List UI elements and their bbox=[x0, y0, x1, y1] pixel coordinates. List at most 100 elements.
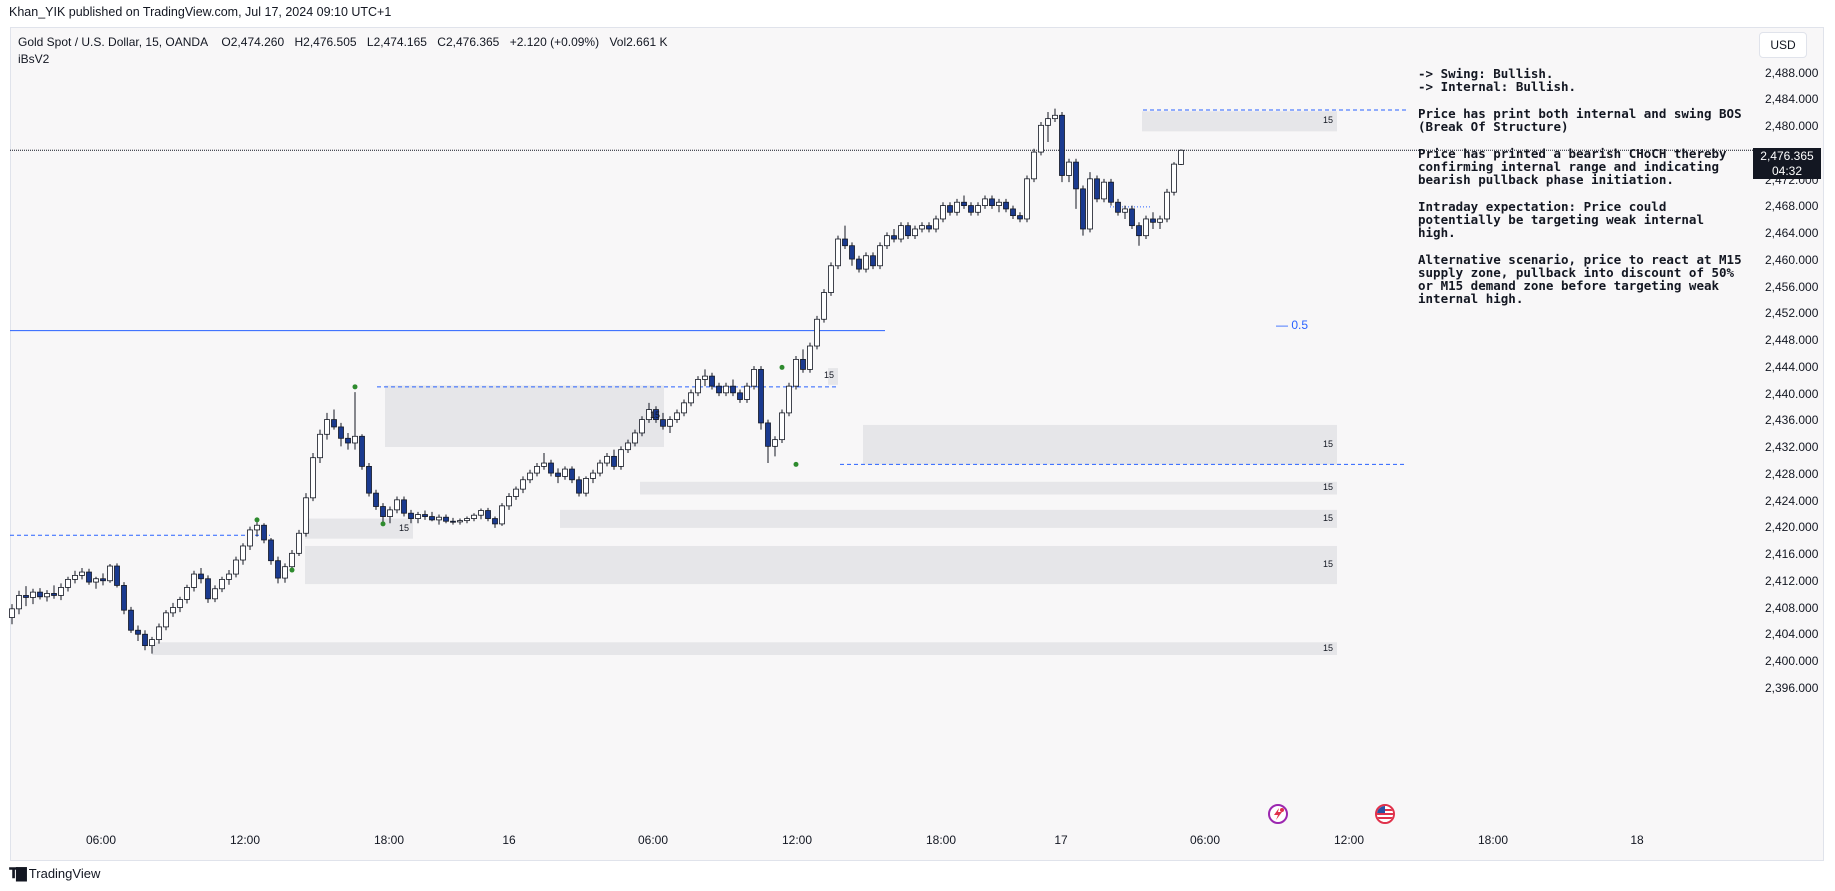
demand-supply-zone bbox=[1142, 111, 1337, 132]
bullish-candle bbox=[513, 488, 519, 497]
price-tick-label: 2,480.000 bbox=[1765, 119, 1819, 133]
bullish-candle bbox=[884, 235, 890, 247]
economic-event-lightning-icon[interactable] bbox=[1268, 804, 1288, 824]
bearish-candle bbox=[429, 516, 435, 521]
price-tick-label: 2,396.000 bbox=[1765, 680, 1819, 695]
demand-supply-zone bbox=[560, 509, 1337, 528]
bearish-candle bbox=[947, 205, 953, 213]
bullish-candle bbox=[863, 255, 869, 270]
bearish-candle bbox=[37, 591, 43, 598]
note-internal: -> Internal: Bullish. bbox=[1418, 79, 1577, 94]
bullish-candle bbox=[632, 432, 638, 444]
low-value: L2,474.165 bbox=[366, 35, 427, 49]
indicator-label[interactable]: iBsV2 bbox=[18, 52, 50, 66]
analysis-notes: -> Swing: Bullish. -> Internal: Bullish.… bbox=[1418, 67, 1748, 319]
bearish-candle bbox=[51, 593, 57, 596]
bearish-candle bbox=[926, 225, 932, 230]
bearish-candle bbox=[800, 358, 806, 370]
bullish-candle bbox=[324, 419, 330, 435]
bearish-candle bbox=[114, 565, 120, 586]
bearish-candle bbox=[359, 435, 365, 467]
time-tick-label: 12:00 bbox=[229, 833, 261, 847]
bullish-candle bbox=[772, 439, 778, 447]
bullish-candle bbox=[191, 573, 197, 588]
time-tick-label: 06:00 bbox=[1189, 833, 1221, 847]
bullish-candle bbox=[723, 385, 729, 394]
bullish-candle bbox=[296, 532, 302, 554]
currency-button[interactable]: USD bbox=[1759, 32, 1807, 58]
tradingview-logo[interactable]: 𝐓▇ TradingView bbox=[9, 865, 100, 882]
tradingview-mark-icon: 𝐓▇ bbox=[9, 865, 27, 881]
bullish-candle bbox=[975, 205, 981, 213]
bullish-candle bbox=[982, 198, 988, 206]
bearish-candle bbox=[1094, 178, 1100, 200]
bullish-candle bbox=[282, 566, 288, 579]
bullish-candle bbox=[828, 265, 834, 293]
price-tick-label: 2,432.000 bbox=[1765, 440, 1819, 454]
bullish-candle bbox=[1164, 191, 1170, 220]
zone-timeframe-label: 15 bbox=[399, 522, 410, 533]
bullish-candle bbox=[219, 579, 225, 590]
bearish-candle bbox=[1073, 161, 1079, 190]
bearish-candle bbox=[611, 455, 617, 467]
bearish-candle bbox=[100, 578, 106, 582]
demand-supply-zone bbox=[863, 424, 1337, 465]
bullish-candle bbox=[226, 573, 232, 580]
bullish-candle bbox=[520, 479, 526, 490]
close-value: C2,476.365 bbox=[437, 35, 500, 49]
symbol-label[interactable]: Gold Spot / U.S. Dollar, 15, OANDA bbox=[18, 35, 209, 49]
bullish-candle bbox=[898, 225, 904, 240]
demand-supply-zone bbox=[385, 385, 664, 447]
bullish-candle bbox=[317, 433, 323, 459]
bullish-candle bbox=[464, 518, 470, 521]
bullish-candle bbox=[667, 419, 673, 427]
bullish-candle bbox=[1045, 118, 1051, 126]
price-tick-label: 2,404.000 bbox=[1765, 627, 1819, 642]
price-tick-label: 2,400.000 bbox=[1765, 654, 1819, 668]
bullish-candle bbox=[814, 318, 820, 347]
bearish-candle bbox=[1059, 114, 1065, 176]
bullish-candle bbox=[954, 201, 960, 213]
bearish-candle bbox=[849, 245, 855, 260]
bearish-candle bbox=[443, 516, 449, 522]
demand-supply-zone bbox=[305, 545, 1337, 585]
bullish-candle bbox=[793, 358, 799, 387]
bullish-candle bbox=[527, 472, 533, 481]
bearish-candle bbox=[891, 235, 897, 240]
bullish-candle bbox=[639, 419, 645, 434]
bearish-candle bbox=[856, 258, 862, 270]
bearish-candle bbox=[345, 437, 351, 444]
publisher-caption: Khan_YIK published on TradingView.com, J… bbox=[9, 5, 392, 19]
bullish-candle bbox=[310, 457, 316, 499]
bullish-candle bbox=[1024, 178, 1030, 220]
bearish-candle bbox=[716, 385, 722, 394]
zone-timeframe-label: 15 bbox=[1323, 642, 1334, 653]
bearish-candle bbox=[765, 422, 771, 447]
bearish-candle bbox=[961, 201, 967, 206]
price-tick-label: 2,436.000 bbox=[1765, 413, 1819, 428]
bullish-candle bbox=[16, 595, 22, 610]
bullish-candle bbox=[184, 587, 190, 600]
bearish-candle bbox=[205, 578, 211, 600]
demand-supply-zone bbox=[640, 481, 1337, 495]
bearish-candle bbox=[86, 571, 92, 583]
bullish-candle bbox=[604, 455, 610, 464]
bearish-candle bbox=[331, 419, 337, 428]
bullish-candle bbox=[30, 591, 36, 598]
bearish-candle bbox=[380, 506, 386, 517]
bullish-candle bbox=[919, 225, 925, 230]
bullish-candle bbox=[163, 612, 169, 628]
bearish-candle bbox=[548, 462, 554, 474]
price-tick-label: 2,424.000 bbox=[1765, 493, 1819, 508]
bullish-candle bbox=[240, 545, 246, 561]
bullish-candle bbox=[254, 524, 260, 531]
bearish-candle bbox=[730, 385, 736, 394]
bullish-candle bbox=[807, 345, 813, 370]
us-flag-event-icon[interactable] bbox=[1375, 804, 1395, 824]
bearish-candle bbox=[758, 369, 764, 424]
bullish-candle bbox=[58, 587, 64, 596]
bearish-candle bbox=[261, 524, 267, 541]
swing-pivot-dot bbox=[254, 517, 260, 523]
bullish-candle bbox=[702, 375, 708, 380]
